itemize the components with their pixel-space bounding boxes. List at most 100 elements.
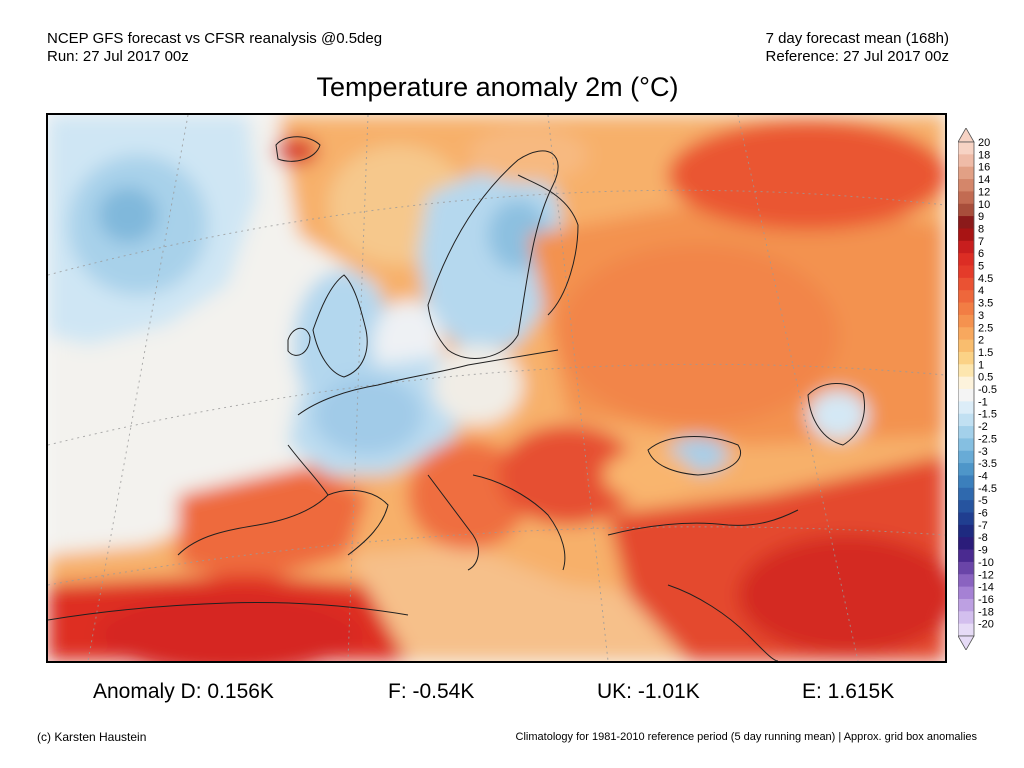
colorbar-label: -16 [978,594,994,606]
colorbar-label: -2 [978,421,988,433]
colorbar-label: -4 [978,470,988,482]
colorbar-label: -20 [978,619,994,631]
colorbar-label: 20 [978,137,990,149]
colorbar-label: 12 [978,186,990,198]
colorbar-cell [958,611,974,625]
colorbar-cell [958,277,974,291]
colorbar-cell [958,216,974,229]
colorbar-cell [958,228,974,242]
colorbar-bottom-arrow [958,635,975,650]
colorbar-cell [958,253,974,266]
colorbar-label: 3.5 [978,298,993,310]
colorbar-cell [958,475,974,489]
colorbar-cell [958,376,974,390]
colorbar-label: -9 [978,545,988,557]
coastlines [48,136,865,661]
colorbar-cell [958,240,974,254]
colorbar-label: 1.5 [978,347,993,359]
model-description: NCEP GFS forecast vs CFSR reanalysis @0.… [47,30,383,47]
anomaly-stats: Anomaly D: 0.156K F: -0.54K UK: -1.01K E… [0,680,1024,706]
colorbar-legend: 20 18 16 14 12 10 9 8 7 6 5 4.5 4 3.5 3 2.5 2 1.5 1 0.5 -0.5… [958,128,1018,650]
stat-domain: Anomaly D: 0.156K [93,680,274,703]
colorbar-cell [958,598,974,612]
stat-europe: E: 1.615K [802,680,895,703]
colorbar-top-arrow [958,128,975,143]
colorbar-label: -1 [978,396,988,408]
colorbar-cell [958,438,974,452]
colorbar-cell [958,450,974,464]
colorbar-cell [958,265,974,279]
reference-time: Reference: 27 Jul 2017 00z [765,48,949,65]
colorbar-cell [958,561,974,575]
colorbar-cell [958,389,974,402]
colorbar-label: 6 [978,248,984,260]
colorbar-label: 0.5 [978,372,993,384]
stat-france: F: -0.54K [388,680,475,703]
colorbar-cell [958,166,974,180]
colorbar-cell [958,623,974,637]
anomaly-map [46,113,947,663]
colorbar-cells [958,141,975,637]
colorbar-cell [958,512,974,526]
colorbar-cell [958,574,974,587]
colorbar-cell [958,290,974,303]
colorbar-label: -3.5 [978,458,997,470]
header-right: 7 day forecast mean (168h) Reference: 27… [766,30,949,66]
map-title: Temperature anomaly 2m (°C) [316,72,679,102]
colorbar-label: 7 [978,236,984,248]
colorbar-cell [958,364,974,378]
colorbar-label: 16 [978,162,990,174]
colorbar-cell [958,524,974,538]
colorbar-cell [958,314,974,328]
colorbar-cell [958,191,974,205]
colorbar-cell [958,463,974,476]
colorbar-label: -8 [978,532,988,544]
colorbar-cell [958,487,974,501]
colorbar-label: 3 [978,310,984,322]
colorbar-cell [958,401,974,415]
credit: (c) Karsten Haustein [37,730,147,744]
header-left: NCEP GFS forecast vs CFSR reanalysis @0.… [47,30,382,66]
colorbar-cell [958,203,974,217]
colorbar-svg: 201816141210987654.543.532.521.510.5-0.5… [958,128,997,650]
colorbar-cell [958,500,974,513]
colorbar-label: 2 [978,335,984,347]
anomaly-field [48,115,945,661]
colorbar-label: 4.5 [978,273,993,285]
graticule [48,115,945,661]
colorbar-cell [958,179,974,192]
run-time: Run: 27 Jul 2017 00z [47,48,189,65]
colorbar-label: 9 [978,211,984,223]
colorbar-labels: 201816141210987654.543.532.521.510.5-0.5… [978,137,997,631]
forecast-period: 7 day forecast mean (168h) [765,30,949,47]
colorbar-cell [958,154,974,168]
colorbar-label: -14 [978,582,994,594]
colorbar-label: -6 [978,508,988,520]
colorbar-label: -18 [978,606,994,618]
colorbar-label: -2.5 [978,433,997,445]
colorbar-label: 10 [978,199,990,211]
colorbar-cell [958,413,974,427]
colorbar-label: -7 [978,520,988,532]
colorbar-cell [958,142,974,155]
anomaly-map-canvas [48,115,945,661]
colorbar-label: 5 [978,261,984,273]
colorbar-label: -1.5 [978,409,997,421]
colorbar-label: 18 [978,149,990,161]
colorbar-label: -0.5 [978,384,997,396]
stat-uk: UK: -1.01K [597,680,700,703]
colorbar-label: -10 [978,557,994,569]
colorbar-label: 8 [978,223,984,235]
colorbar-cell [958,339,974,353]
colorbar-label: -12 [978,569,994,581]
colorbar-cell [958,537,974,550]
colorbar-cell [958,586,974,600]
colorbar-label: 2.5 [978,322,993,334]
colorbar-label: -3 [978,446,988,458]
colorbar-cell [958,351,974,365]
colorbar-cell [958,549,974,563]
colorbar-label: 14 [978,174,990,186]
colorbar-label: -5 [978,495,988,507]
colorbar-label: 4 [978,285,984,297]
colorbar-cell [958,302,974,316]
